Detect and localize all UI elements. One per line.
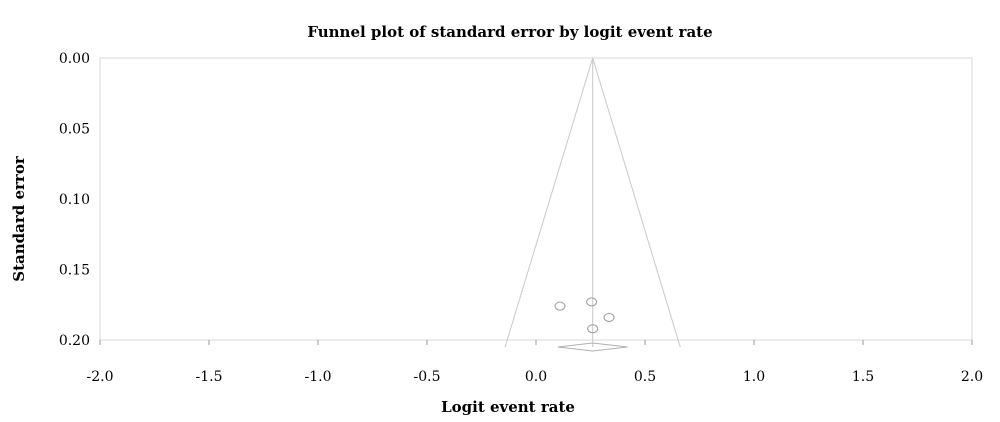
funnel-left-limit — [504, 57, 594, 348]
data-point — [587, 324, 599, 334]
x-axis-label: Logit event rate — [441, 398, 575, 416]
data-points — [554, 297, 615, 334]
plot-frame — [99, 57, 973, 341]
x-axis-ticks: -2.0 -1.5 -1.0 -0.5 0.0 0.5 1.0 1.5 2.0 — [87, 340, 983, 385]
y-tick-label: 0.05 — [59, 122, 90, 138]
y-tick-label: 0.10 — [59, 192, 90, 208]
chart-title: Funnel plot of standard error by logit e… — [307, 23, 712, 41]
funnel-layer — [504, 57, 681, 352]
x-tick-label: -1.0 — [305, 369, 332, 385]
x-tick-label: 1.5 — [852, 369, 874, 385]
y-axis-ticks: 0.00 0.05 0.10 0.15 0.20 — [59, 51, 90, 349]
y-tick-label: 0.00 — [59, 51, 90, 67]
data-point — [554, 301, 566, 311]
x-tick-label: 0.5 — [634, 369, 656, 385]
x-tick-label: -2.0 — [87, 369, 114, 385]
x-tick-label: 0.0 — [525, 369, 547, 385]
x-tick-label: -1.5 — [196, 369, 223, 385]
summary-diamond — [557, 342, 628, 352]
x-tick-label: -0.5 — [414, 369, 441, 385]
funnel-right-limit — [592, 57, 681, 348]
x-tick-label: 2.0 — [961, 369, 983, 385]
x-tick-label: 1.0 — [743, 369, 765, 385]
y-tick-label: 0.15 — [59, 263, 90, 279]
y-tick-label: 0.20 — [59, 333, 90, 349]
y-axis-label: Standard error — [10, 155, 28, 282]
data-point — [586, 297, 598, 307]
data-point — [603, 312, 615, 322]
